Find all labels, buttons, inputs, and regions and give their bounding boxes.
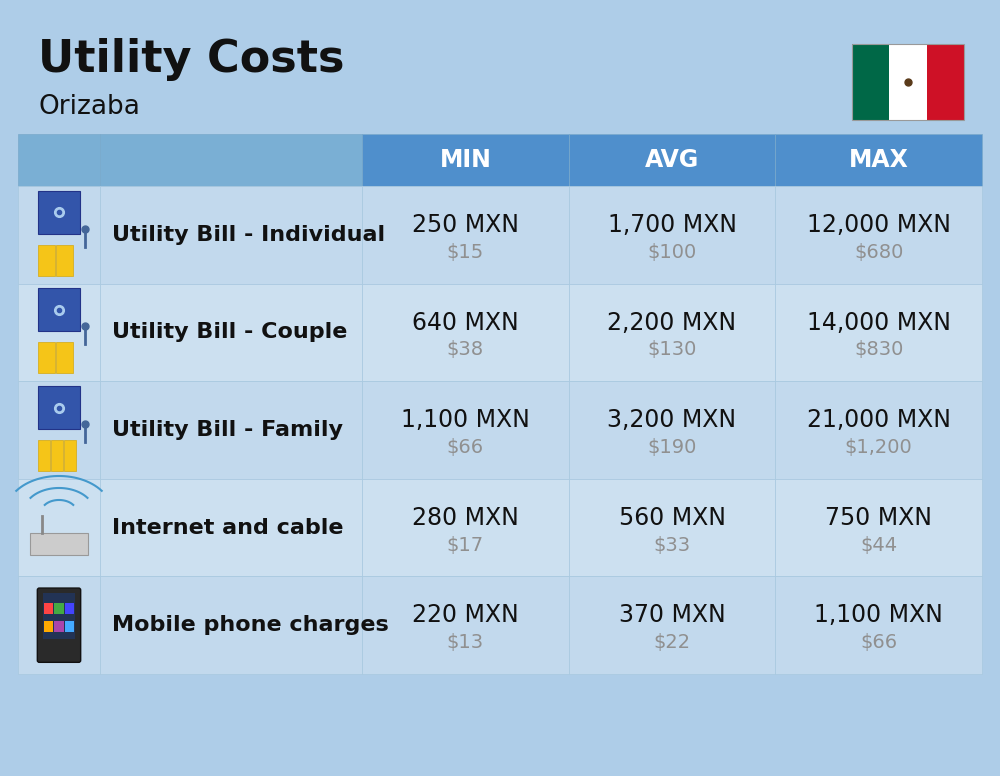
- Bar: [569, 134, 775, 186]
- Text: 750 MXN: 750 MXN: [825, 506, 932, 530]
- Bar: [44, 603, 53, 614]
- Text: Utility Bill - Individual: Utility Bill - Individual: [112, 225, 385, 244]
- Bar: [56, 244, 73, 275]
- Bar: [569, 381, 775, 479]
- Text: $15: $15: [447, 243, 484, 262]
- Bar: [64, 440, 76, 471]
- Text: 14,000 MXN: 14,000 MXN: [807, 310, 951, 334]
- Text: $66: $66: [447, 438, 484, 457]
- Bar: [775, 479, 982, 577]
- Bar: [852, 44, 889, 120]
- Bar: [30, 533, 88, 555]
- Bar: [51, 440, 63, 471]
- Bar: [100, 283, 362, 381]
- Text: 21,000 MXN: 21,000 MXN: [807, 408, 951, 432]
- Text: Utility Costs: Utility Costs: [38, 38, 344, 81]
- Text: $22: $22: [653, 633, 691, 653]
- Text: $130: $130: [647, 341, 697, 359]
- Text: 370 MXN: 370 MXN: [619, 604, 725, 628]
- Text: 220 MXN: 220 MXN: [412, 604, 519, 628]
- Text: 250 MXN: 250 MXN: [412, 213, 519, 237]
- Bar: [362, 134, 569, 186]
- Bar: [18, 134, 100, 186]
- Bar: [362, 479, 569, 577]
- Bar: [38, 342, 55, 373]
- Text: $38: $38: [447, 341, 484, 359]
- Bar: [362, 381, 569, 479]
- Text: 2,200 MXN: 2,200 MXN: [607, 310, 737, 334]
- Bar: [362, 577, 569, 674]
- Bar: [100, 479, 362, 577]
- Bar: [43, 593, 75, 639]
- Bar: [569, 186, 775, 283]
- Bar: [569, 283, 775, 381]
- Bar: [38, 440, 50, 471]
- Bar: [18, 283, 100, 381]
- Text: $680: $680: [854, 243, 903, 262]
- Text: 12,000 MXN: 12,000 MXN: [807, 213, 951, 237]
- Text: $17: $17: [447, 535, 484, 555]
- Text: Mobile phone charges: Mobile phone charges: [112, 615, 389, 636]
- Bar: [362, 186, 569, 283]
- Bar: [569, 577, 775, 674]
- Bar: [65, 622, 74, 632]
- Text: 560 MXN: 560 MXN: [619, 506, 726, 530]
- Text: AVG: AVG: [645, 148, 699, 172]
- Bar: [18, 381, 100, 479]
- Text: 1,700 MXN: 1,700 MXN: [608, 213, 737, 237]
- Bar: [38, 244, 55, 275]
- Bar: [18, 186, 100, 283]
- Bar: [100, 134, 362, 186]
- Bar: [18, 577, 100, 674]
- Text: 1,100 MXN: 1,100 MXN: [401, 408, 530, 432]
- Text: 1,100 MXN: 1,100 MXN: [814, 604, 943, 628]
- Bar: [775, 186, 982, 283]
- Bar: [927, 44, 964, 120]
- Text: MIN: MIN: [439, 148, 491, 172]
- Text: MAX: MAX: [849, 148, 909, 172]
- Bar: [775, 283, 982, 381]
- Bar: [362, 283, 569, 381]
- Bar: [38, 191, 80, 234]
- Text: $33: $33: [653, 535, 691, 555]
- Bar: [775, 577, 982, 674]
- Bar: [54, 622, 64, 632]
- Bar: [38, 386, 80, 429]
- Bar: [100, 186, 362, 283]
- Bar: [775, 381, 982, 479]
- Bar: [775, 134, 982, 186]
- Text: $190: $190: [647, 438, 697, 457]
- Text: $13: $13: [447, 633, 484, 653]
- Text: $1,200: $1,200: [845, 438, 913, 457]
- Bar: [852, 44, 964, 120]
- Bar: [56, 342, 73, 373]
- Text: $830: $830: [854, 341, 903, 359]
- Bar: [65, 603, 74, 614]
- Bar: [44, 622, 53, 632]
- Bar: [569, 479, 775, 577]
- Text: Utility Bill - Family: Utility Bill - Family: [112, 420, 343, 440]
- Bar: [889, 44, 927, 120]
- Text: 3,200 MXN: 3,200 MXN: [607, 408, 737, 432]
- Text: Utility Bill - Couple: Utility Bill - Couple: [112, 322, 347, 342]
- Text: Orizaba: Orizaba: [38, 94, 140, 120]
- Bar: [100, 577, 362, 674]
- Text: Internet and cable: Internet and cable: [112, 518, 344, 538]
- Bar: [18, 479, 100, 577]
- Text: 280 MXN: 280 MXN: [412, 506, 519, 530]
- Bar: [100, 381, 362, 479]
- FancyBboxPatch shape: [37, 588, 81, 663]
- Text: $66: $66: [860, 633, 897, 653]
- Text: $100: $100: [647, 243, 697, 262]
- Bar: [54, 603, 64, 614]
- Text: $44: $44: [860, 535, 897, 555]
- Text: 640 MXN: 640 MXN: [412, 310, 519, 334]
- Bar: [38, 289, 80, 331]
